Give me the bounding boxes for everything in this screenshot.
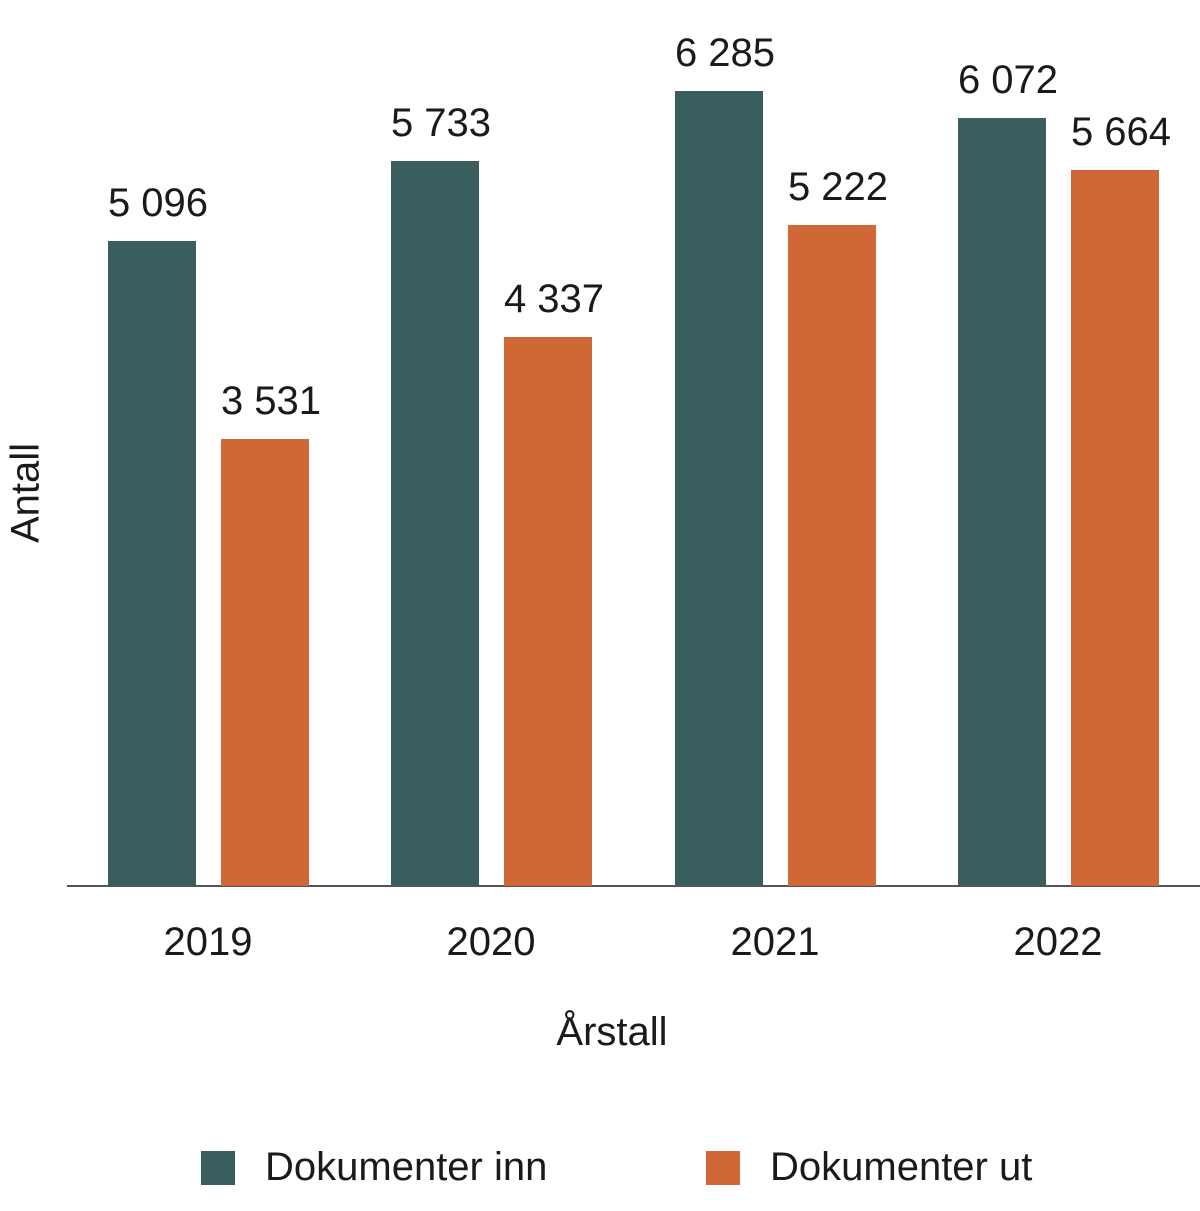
bar-ut-2021 xyxy=(788,225,876,886)
bar-inn-2019 xyxy=(108,241,196,886)
bar-ut-2019 xyxy=(221,439,309,886)
value-label: 5 733 xyxy=(390,100,492,145)
value-label: 4 337 xyxy=(503,277,605,322)
bar-ut-2022 xyxy=(1071,169,1159,886)
bar-inn-2022 xyxy=(958,117,1046,886)
value-label: 5 222 xyxy=(787,165,889,210)
legend-label-ut: Dokumenter ut xyxy=(770,1145,1033,1189)
value-label: 5 664 xyxy=(1070,109,1172,154)
legend-item-inn: Dokumenter inn xyxy=(201,1145,547,1190)
bar-ut-2020 xyxy=(504,337,592,886)
value-label: 6 285 xyxy=(674,31,776,75)
x-tick-label: 2020 xyxy=(446,920,536,964)
x-tick-label: 2021 xyxy=(730,920,820,964)
y-axis-label: Antall xyxy=(3,442,48,544)
x-tick-label: 2022 xyxy=(1013,920,1103,964)
legend-swatch-inn xyxy=(201,1150,235,1185)
x-tick-label: 2019 xyxy=(163,920,253,964)
x-axis-label: Årstall xyxy=(556,1010,668,1054)
legend-swatch-ut xyxy=(706,1150,740,1185)
legend-item-ut: Dokumenter ut xyxy=(706,1145,1032,1190)
x-axis-line xyxy=(67,885,1200,887)
bar-inn-2020 xyxy=(391,160,479,886)
bar-inn-2021 xyxy=(675,91,763,886)
value-label: 6 072 xyxy=(957,57,1059,102)
value-label: 5 096 xyxy=(107,181,209,226)
legend-label-inn: Dokumenter inn xyxy=(265,1145,548,1189)
value-label: 3 531 xyxy=(220,379,322,424)
